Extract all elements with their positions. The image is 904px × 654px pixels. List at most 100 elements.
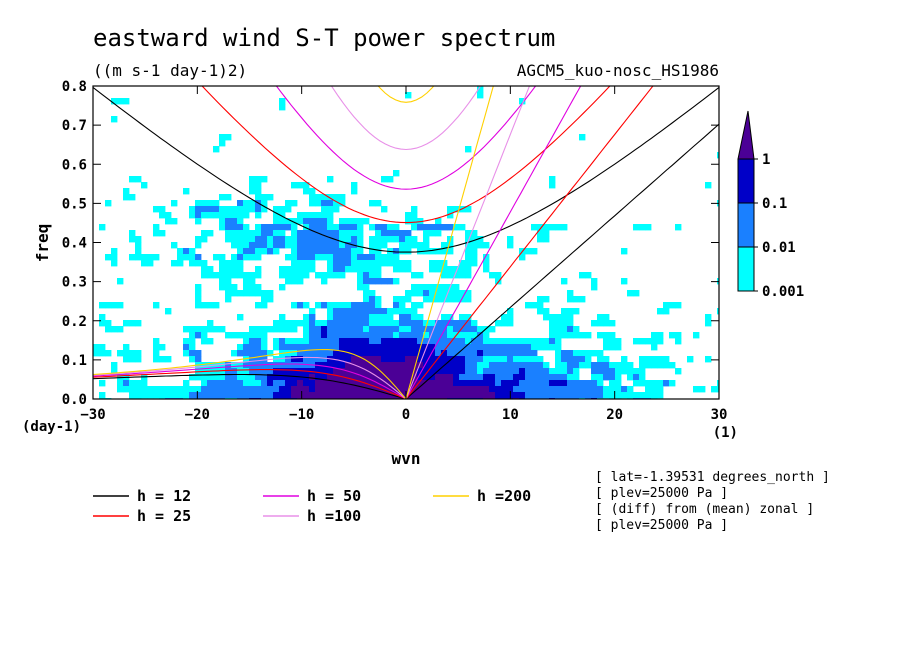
- power-cell: [399, 332, 406, 339]
- power-cell: [225, 392, 232, 399]
- power-cell: [603, 314, 610, 321]
- power-cell: [507, 350, 514, 357]
- power-cell: [435, 326, 442, 333]
- power-cell: [183, 392, 190, 399]
- power-cell: [429, 320, 436, 327]
- power-cell: [315, 326, 322, 333]
- power-cell: [411, 290, 418, 297]
- power-cell: [531, 386, 538, 393]
- power-cell: [495, 392, 502, 399]
- power-cell: [705, 320, 712, 327]
- power-cell: [153, 206, 160, 213]
- power-cell: [345, 386, 352, 393]
- power-cell: [471, 374, 478, 381]
- power-cell: [513, 380, 520, 387]
- power-cell: [399, 296, 406, 303]
- power-cell: [381, 236, 388, 243]
- power-cell: [495, 374, 502, 381]
- power-cell: [615, 386, 622, 393]
- power-cell: [237, 350, 244, 357]
- power-cell: [531, 302, 538, 309]
- power-cell: [459, 338, 466, 345]
- power-cell: [327, 260, 334, 267]
- power-cell: [615, 362, 622, 369]
- power-cell: [645, 338, 652, 345]
- power-cell: [573, 350, 580, 357]
- power-cell: [645, 392, 652, 399]
- power-cell: [675, 368, 682, 375]
- power-cell: [243, 236, 250, 243]
- power-cell: [417, 314, 424, 321]
- power-cell: [543, 314, 550, 321]
- power-cell: [603, 362, 610, 369]
- power-cell: [297, 278, 304, 285]
- power-cell: [381, 224, 388, 231]
- power-cell: [375, 338, 382, 345]
- power-cell: [441, 296, 448, 303]
- power-cell: [303, 218, 310, 225]
- power-cell: [375, 314, 382, 321]
- power-cell: [297, 320, 304, 327]
- power-cell: [213, 212, 220, 219]
- power-cell: [321, 338, 328, 345]
- power-cell: [393, 260, 400, 267]
- power-cell: [189, 386, 196, 393]
- power-cell: [411, 350, 418, 357]
- power-cell: [555, 392, 562, 399]
- x-tick-label: 0: [402, 407, 410, 423]
- power-cell: [543, 224, 550, 231]
- power-cell: [201, 206, 208, 213]
- power-cell: [141, 386, 148, 393]
- power-cell: [123, 320, 130, 327]
- power-cell: [321, 224, 328, 231]
- power-cell: [207, 266, 214, 273]
- power-cell: [261, 230, 268, 237]
- power-cell: [183, 350, 190, 357]
- power-cell: [111, 116, 118, 123]
- power-cell: [555, 362, 562, 369]
- power-cell: [525, 392, 532, 399]
- power-cell: [297, 212, 304, 219]
- power-cell: [345, 308, 352, 315]
- power-cell: [309, 242, 316, 249]
- power-cell: [117, 326, 124, 333]
- power-cell: [309, 254, 316, 261]
- power-cell: [537, 308, 544, 315]
- power-cell: [231, 362, 238, 369]
- power-cell: [165, 308, 172, 315]
- power-cell: [519, 338, 526, 345]
- power-cell: [465, 254, 472, 261]
- x-tick-label: 20: [606, 407, 623, 423]
- power-cell: [255, 266, 262, 273]
- power-cell: [507, 368, 514, 375]
- power-cell: [309, 338, 316, 345]
- power-cell: [171, 260, 178, 267]
- power-cell: [405, 308, 412, 315]
- power-cell: [345, 350, 352, 357]
- power-cell: [291, 380, 298, 387]
- power-cell: [489, 362, 496, 369]
- power-cell: [279, 368, 286, 375]
- power-cell: [267, 224, 274, 231]
- power-cell: [417, 284, 424, 291]
- power-cell: [327, 392, 334, 399]
- power-cell: [339, 302, 346, 309]
- power-cell: [249, 200, 256, 207]
- power-cell: [471, 248, 478, 255]
- power-cell: [99, 314, 106, 321]
- power-cell: [549, 380, 556, 387]
- power-cell: [225, 374, 232, 381]
- power-cell: [513, 344, 520, 351]
- power-cell: [225, 224, 232, 231]
- power-cell: [579, 362, 586, 369]
- power-cell: [195, 290, 202, 297]
- power-cell: [519, 362, 526, 369]
- power-cell: [597, 356, 604, 363]
- power-cell: [207, 338, 214, 345]
- power-cell: [261, 296, 268, 303]
- power-cell: [393, 338, 400, 345]
- power-cell: [393, 386, 400, 393]
- power-cell: [255, 350, 262, 357]
- power-cell: [315, 236, 322, 243]
- power-cell: [309, 350, 316, 357]
